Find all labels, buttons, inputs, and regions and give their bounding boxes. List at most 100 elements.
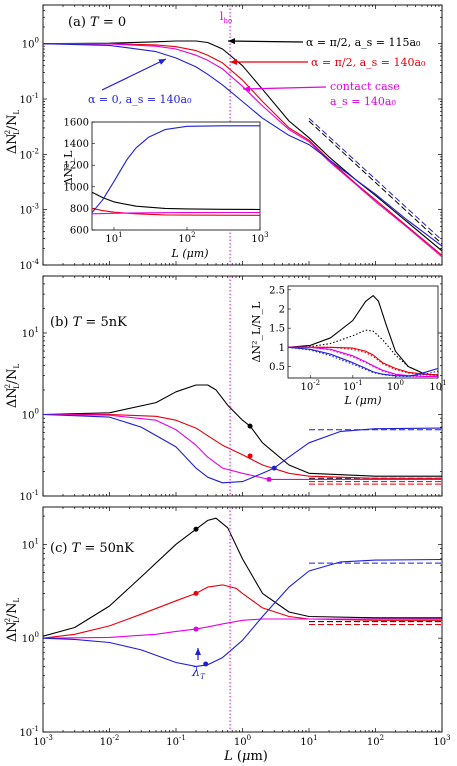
series-line-black (43, 517, 442, 637)
marker-magenta (266, 476, 272, 482)
inset-x-tick-label: 101 (429, 379, 446, 393)
inset-x-tick-label: 100 (387, 379, 404, 393)
y-tick-label: 100 (22, 407, 39, 421)
series-line-black (92, 191, 260, 211)
series-line-blue-dotted (288, 346, 438, 378)
y-tick-label: 10-3 (19, 203, 39, 217)
x-tick-label: 103 (433, 734, 450, 748)
annotation-lambda: λT (191, 665, 206, 681)
panel-title: (c) T = 50nK (50, 541, 134, 556)
annotation-red: α = π/2, a_s = 140a₀ (311, 56, 426, 69)
inset-y-tick-label: 800 (70, 204, 89, 215)
panel-title: (b) T = 5nK (50, 315, 127, 330)
inset-y-tick-label: 1.5 (269, 324, 285, 335)
y-axis-label: ΔN2L/NL (4, 598, 21, 643)
series-line-red-dotted (288, 346, 438, 376)
y-axis-label: ΔN2L/NL (4, 364, 21, 409)
annotation-contact: contact case (330, 80, 400, 93)
inset-y-tick-label: 1000 (64, 182, 89, 193)
panel-a: 100 10-1 10-2 10-3 10-4 lho (a) T = 0 α = π/2, … (4, 4, 443, 272)
y-tick-label: 10-2 (19, 147, 39, 161)
y-tick-label: 101 (22, 326, 39, 340)
lho-label: lho (220, 10, 232, 25)
inset-y-tick-label: 0.5 (269, 362, 285, 373)
asymptote-black (308, 120, 443, 245)
y-tick-label: 10-1 (19, 489, 39, 503)
x-tick-label: 100 (234, 734, 251, 748)
annotation-black: α = π/2, a_s = 115a₀ (306, 36, 421, 49)
inset-y-tick-label: 1 (279, 343, 285, 354)
series-line-magenta (43, 413, 442, 480)
series-group (43, 517, 442, 667)
arrow-magenta (242, 85, 327, 92)
x-axis-label: L (μm) (223, 749, 268, 764)
y-axis-label: ΔN2L/NL (4, 110, 21, 155)
panel-c: 10-3 10-2 10-1 100 101 102 103 101 100 10-1 (c) T … (4, 506, 451, 764)
y-tick-label: 101 (22, 537, 39, 551)
inset-y-tick-label: 2 (279, 305, 285, 316)
series-line-red (43, 43, 442, 256)
series-line-red (43, 413, 442, 479)
series-line-blue (43, 558, 442, 667)
series-line-magenta (43, 43, 442, 258)
inset-y-tick-label: 1400 (64, 139, 89, 150)
inset-b: 0.5 1 1.5 2 2.5 10-2 10-1 100 101 L (μm) ΔN²_L/N_L (250, 285, 447, 407)
marker-red (247, 453, 253, 459)
series-line-red (92, 207, 260, 216)
inset-y-label: ΔN²_L (62, 150, 75, 185)
arrow-blue (101, 58, 167, 91)
inset-y-tick-label: 2.5 (269, 285, 285, 296)
x-tick-label: 10-3 (33, 734, 53, 748)
y-tick-label: 100 (22, 631, 39, 645)
inset-a: 600 800 1000 1200 1400 1600 101 102 103 L (μm) ΔN²… (62, 118, 269, 261)
marker-blue (271, 465, 277, 471)
inset-frame (287, 285, 439, 379)
y-tick-label: 100 (22, 37, 39, 51)
inset-x-tick-label: 101 (105, 231, 122, 245)
asymptote-blue (308, 117, 443, 241)
inset-x-tick-label: 102 (178, 231, 195, 245)
inset-x-tick-label: 10-2 (300, 379, 320, 393)
series-line-magenta (43, 618, 442, 639)
inset-y-tick-label: 600 (70, 226, 89, 237)
x-tick-label: 10-1 (166, 734, 186, 748)
inset-x-label: L (μm) (171, 247, 209, 260)
x-tick-label: 102 (367, 734, 384, 748)
y-tick-label: 10-4 (19, 258, 39, 272)
arrow-red (230, 59, 308, 65)
marker-blue (203, 661, 209, 667)
inset-x-tick-label: 10-1 (343, 379, 363, 393)
series-line-magenta (92, 211, 260, 215)
inset-y-tick-label: 1200 (64, 161, 89, 172)
series-group (43, 40, 442, 258)
arrow-black (227, 38, 304, 45)
marker-red (193, 590, 199, 596)
inset-x-tick-label: 103 (251, 231, 268, 245)
series-line-red (43, 584, 442, 639)
marker-black (247, 423, 253, 429)
arrow-lambda (195, 648, 201, 660)
inset-y-tick-label: 1600 (64, 118, 89, 129)
y-tick-label: 10-1 (19, 92, 39, 106)
y-tick-label: 10-1 (19, 725, 39, 739)
marker-black (193, 526, 199, 532)
x-tick-label: 10-2 (100, 734, 120, 748)
series-line-blue (92, 125, 260, 214)
series-group (92, 125, 260, 216)
series-group (288, 295, 438, 378)
series-line-black-dotted (288, 329, 438, 377)
series-line-blue (43, 413, 442, 484)
series-line-black (43, 384, 442, 477)
series-line-blue (288, 346, 438, 377)
panel-b: 101 100 10-1 (b) T = 5nK ΔN2L/NL 0.5 1 1.5 2 2.5 1… (4, 275, 447, 503)
inset-y-label: ΔN²_L/N_L (250, 301, 263, 363)
inset-x-label: L (μm) (344, 394, 382, 407)
x-tick-label: 101 (300, 734, 317, 748)
panel-title: (a) T = 0 (68, 15, 126, 30)
series-group (43, 384, 442, 484)
series-line-blue (43, 43, 442, 247)
annotation-contact-as: a_s = 140a₀ (330, 95, 396, 108)
marker-magenta (193, 626, 199, 632)
annotation-blue: α = 0, a_s = 140a₀ (88, 93, 192, 106)
